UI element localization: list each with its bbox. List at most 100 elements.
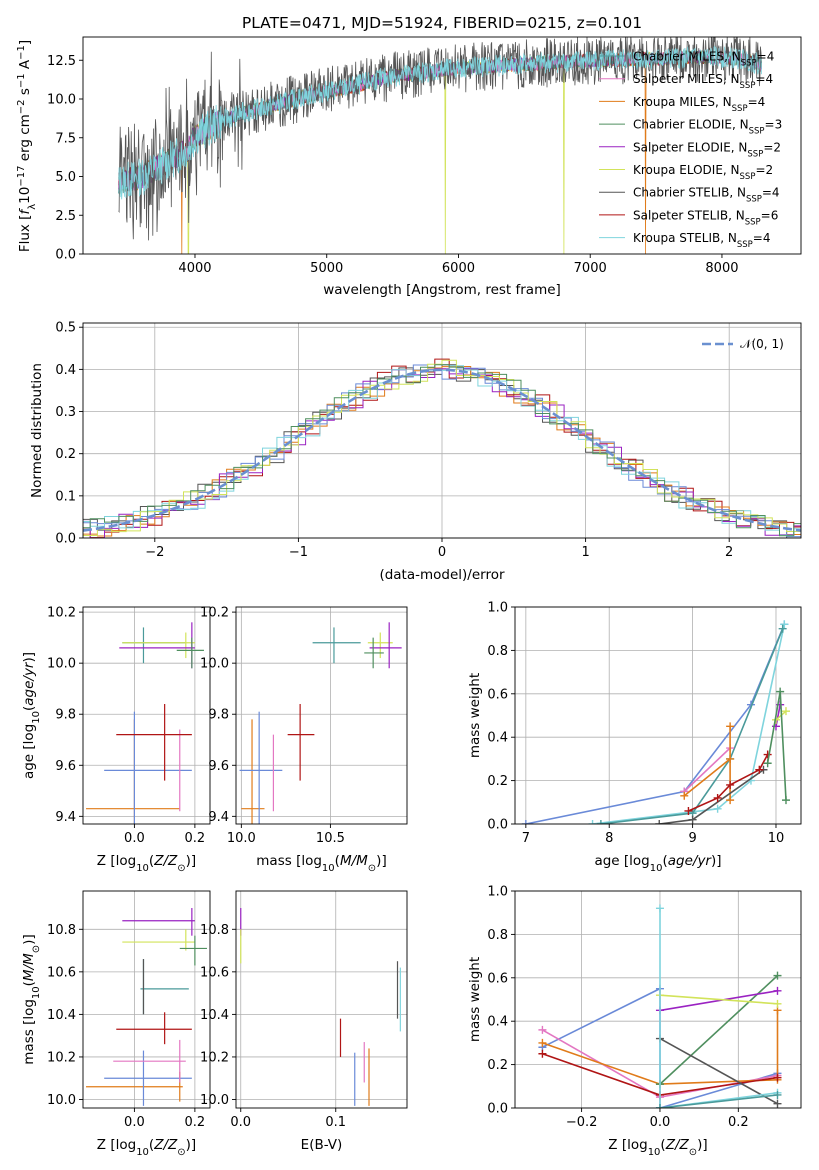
massweight-vs-age-series-3 [683, 747, 731, 793]
legend-entry-sub: SSP [737, 240, 753, 250]
residuals-xtick-label: 0 [438, 545, 446, 560]
massweight-vs-age-plot-area [521, 620, 790, 824]
massweight-vs-age-xlabel: age [log10(age/yr)] [594, 853, 721, 874]
spectrum-ylabel-part: erg cm [17, 114, 33, 165]
spectrum-ylabel-part: λ [27, 204, 38, 210]
legend-entry-label: Salpeter ELODIE, N [633, 140, 747, 154]
spectrum-xlabel: wavelength [Angstrom, rest frame] [323, 282, 561, 298]
legend-entry-sub: SSP [740, 81, 756, 91]
legend-entry-n: =2 [755, 163, 773, 177]
age-vs-Z-plot-area [86, 622, 204, 824]
figure-title: PLATE=0471, MJD=51924, FIBERID=0215, z=0… [242, 14, 642, 32]
mass-vs-Z-ylabel-part: ( [21, 981, 37, 986]
massweight-vs-Z-marker-7-1 [773, 1099, 782, 1108]
massweight-vs-Z-marker-2-0 [538, 1038, 547, 1047]
mass-vs-Z-spine [82, 890, 211, 1109]
spectrum-ytick-label: 0.0 [55, 248, 76, 263]
mass-vs-Z-xlabel-part: ⊙ [177, 1147, 185, 1158]
residuals-ytick-label: 0.3 [55, 405, 76, 420]
age-vs-mass-plot-area [239, 622, 402, 824]
age-vs-mass-spine [235, 606, 408, 825]
legend-entry-n: =4 [748, 95, 766, 109]
spectrum-ylabel-part: −1 [16, 45, 27, 60]
massweight-vs-age-marker-1-1 [713, 804, 722, 813]
legend-entry-5: Kroupa ELODIE, NSSP=2 [633, 163, 773, 182]
massweight-vs-age-marker-0-0 [521, 820, 530, 824]
massweight-vs-age-marker-5-1 [688, 815, 697, 824]
massweight-vs-age-marker-5-0 [655, 820, 664, 824]
mass-vs-Z-ylabel-part: 10 [31, 986, 42, 999]
massweight-vs-age-xlabel-part: age/yr [668, 853, 713, 869]
legend-entry-sub: SSP [741, 59, 757, 69]
age-vs-Z-ylabel-part: ( [21, 706, 37, 711]
massweight-vs-Z-series-8 [659, 908, 778, 1108]
age-vs-Z-xtick-label: 0.0 [124, 831, 145, 846]
age-vs-Z-ytick-label: 10.2 [47, 606, 76, 621]
residuals-ytick-label: 0.0 [55, 532, 76, 547]
massweight-vs-age-ytick-label: 0.6 [487, 687, 508, 702]
massweight-vs-Z-xtick-label: 0.2 [728, 1115, 749, 1130]
massweight-vs-Z-ytick-label: 0.0 [487, 1102, 508, 1117]
spectrum-ylabel: Flux [fλ10−17 erg cm−2 s−1 A−1] [16, 40, 38, 252]
legend-entry-7: Salpeter STELIB, NSSP=6 [633, 208, 778, 227]
mass-vs-EBV-xtick-label: 0.1 [325, 1115, 346, 1130]
mass-vs-EBV-spine [235, 890, 408, 1109]
massweight-vs-Z-marker-8-0 [655, 904, 664, 913]
legend-entry-sub: SSP [732, 104, 748, 114]
age-vs-mass-xlabel-part: mass [log [256, 853, 322, 869]
massweight-vs-age-marker-9-1 [776, 687, 785, 696]
legend-entry-n: =4 [762, 186, 780, 200]
mass-vs-Z-xlabel-part: Z [log [97, 1137, 136, 1153]
massweight-vs-age-axes [515, 606, 801, 825]
spectrum-ylabel-part: 10 [17, 187, 33, 204]
legend-entry-n: =4 [755, 72, 773, 86]
age-vs-Z-ytick-label: 9.8 [55, 708, 76, 723]
mass-vs-Z-plot-area [86, 908, 207, 1106]
massweight-vs-age-marker-8-1 [781, 707, 790, 716]
legend-entry-sub: SSP [746, 195, 762, 205]
mass-vs-EBV-ytick-label: 10.4 [200, 1008, 229, 1023]
legend-entry-sub: SSP [745, 217, 761, 227]
massweight-vs-age-ylabel: mass weight [467, 673, 483, 758]
age-vs-Z-ylabel-part: 10 [31, 711, 42, 724]
mass-vs-Z-ytick-label: 10.4 [47, 1008, 76, 1023]
mass-vs-Z-xlabel-part: )] [186, 1137, 197, 1153]
spectrum-xtick-label: 4000 [178, 261, 211, 276]
massweight-vs-Z-marker-3-0 [538, 1049, 547, 1058]
massweight-vs-age-marker-4-0 [680, 791, 689, 800]
legend-entry-1: Salpeter MILES, NSSP=4 [633, 72, 773, 91]
legend-entry-0: Chabrier MILES, NSSP=4 [633, 50, 774, 69]
massweight-vs-Z-xlabel-part: ⊙ [689, 1147, 697, 1158]
massweight-vs-Z-axes [515, 890, 801, 1109]
massweight-vs-Z-spine [514, 890, 802, 1109]
spectrum-ylabel-part: A [17, 59, 33, 73]
spectrum-xtick-label: 6000 [442, 261, 475, 276]
massweight-vs-age-marker-4-3 [726, 796, 735, 805]
massweight-vs-Z-marker-5-1 [773, 986, 782, 995]
age-vs-Z-spine [82, 606, 211, 825]
age-vs-mass-xlabel-part: 10 [322, 863, 335, 874]
massweight-vs-Z-xlabel-part: ( [660, 1137, 665, 1153]
massweight-vs-Z-ytick-label: 0.4 [487, 1015, 508, 1030]
mass-vs-EBV-ytick-label: 10.2 [200, 1050, 229, 1065]
mass-vs-Z-ytick-label: 10.0 [47, 1093, 76, 1108]
massweight-vs-Z-xlabel-part: Z [log [608, 1137, 647, 1153]
mass-vs-Z-xlabel-part: ( [149, 1137, 154, 1153]
mass-vs-EBV-xlabel: E(B-V) [301, 1137, 343, 1153]
legend-entry-label: Chabrier MILES, N [633, 50, 741, 64]
legend-entry-6: Chabrier STELIB, NSSP=4 [633, 186, 780, 205]
massweight-vs-age-xlabel-part: 10 [650, 863, 663, 874]
massweight-vs-Z-xlabel-part: )] [697, 1137, 708, 1153]
residuals-xtick-label: −2 [145, 545, 164, 560]
age-vs-Z-ytick-label: 10.0 [47, 657, 76, 672]
age-vs-Z-xtick-label: 0.2 [185, 831, 206, 846]
massweight-vs-Z-ytick-label: 0.6 [487, 971, 508, 986]
massweight-vs-Z-series-7 [659, 1037, 778, 1105]
massweight-vs-age-marker-1-0 [588, 820, 597, 824]
massweight-vs-age-xlabel-part: )] [711, 853, 722, 869]
residuals-legend: 𝒩(0, 1) [702, 337, 784, 351]
mass-vs-EBV-ytick-label: 10.8 [200, 923, 229, 938]
spectrum-ylabel-part: ] [17, 40, 33, 45]
massweight-vs-age-marker-1-3 [780, 620, 789, 629]
